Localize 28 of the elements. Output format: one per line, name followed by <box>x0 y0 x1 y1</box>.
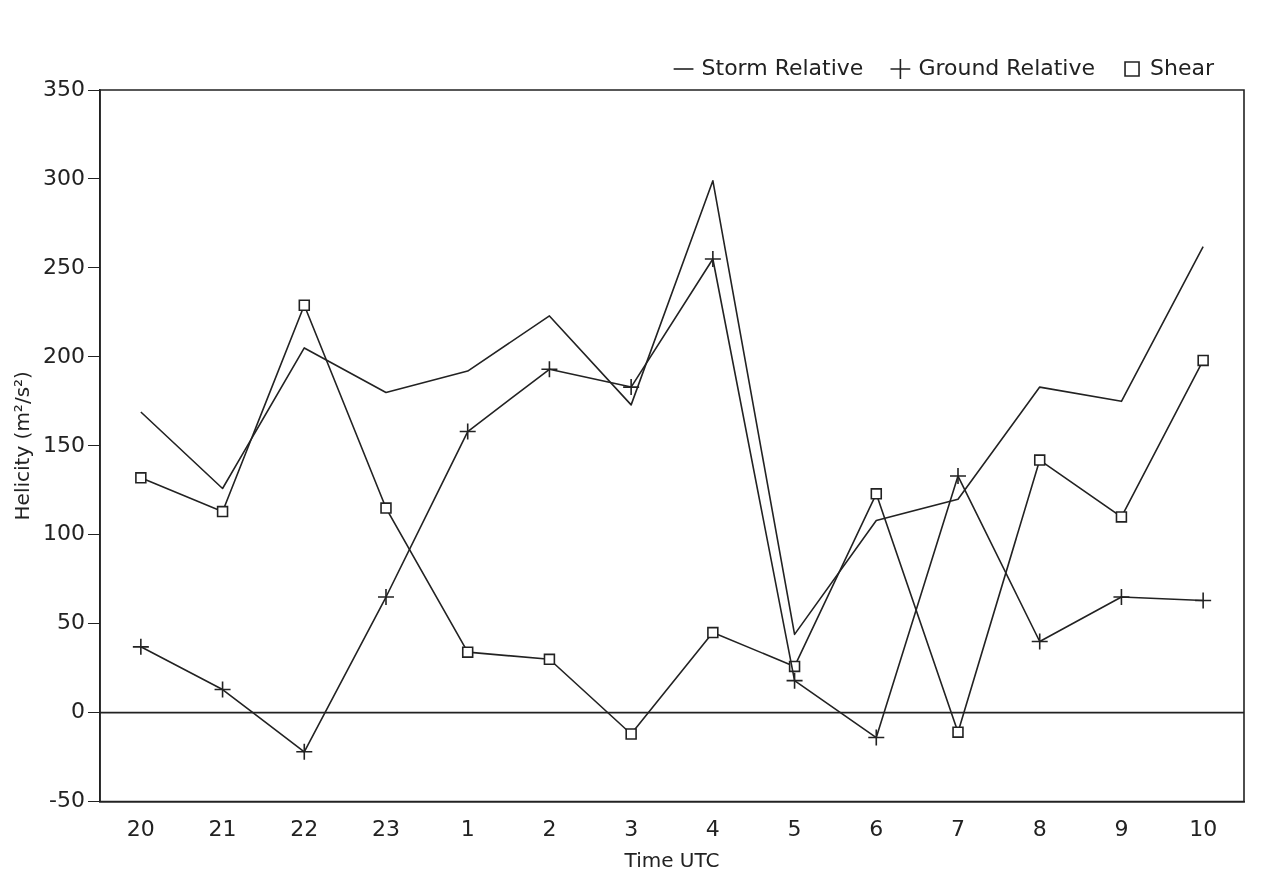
x-tick-label: 5 <box>787 815 802 841</box>
legend-label: Storm Relative <box>701 54 864 80</box>
y-tick-label: 300 <box>42 164 85 190</box>
x-tick-label: 7 <box>951 815 965 841</box>
y-tick-label: 0 <box>70 698 85 724</box>
x-tick-label: 8 <box>1032 815 1047 841</box>
legend-label: Ground Relative <box>918 54 1096 80</box>
x-tick-label: 22 <box>290 815 319 841</box>
x-tick-label: 20 <box>126 815 155 841</box>
y-axis-title: Helicity (m²/s²) <box>10 371 35 521</box>
y-tick-label: 100 <box>42 520 85 546</box>
x-tick-label: 3 <box>624 815 639 841</box>
y-tick-label: 200 <box>42 342 85 368</box>
y-tick-label: 150 <box>42 431 85 457</box>
x-tick-label: 4 <box>705 815 720 841</box>
x-tick-label: 2 <box>542 815 557 841</box>
y-tick-label: 350 <box>42 75 85 101</box>
x-tick-label: 10 <box>1189 815 1218 841</box>
x-tick-label: 1 <box>460 815 475 841</box>
x-tick-label: 21 <box>208 815 237 841</box>
y-tick-label: 250 <box>42 253 85 279</box>
x-tick-label: 9 <box>1114 815 1129 841</box>
y-tick-label: -50 <box>49 787 85 813</box>
y-tick-label: 50 <box>56 609 85 635</box>
x-tick-label: 23 <box>371 815 400 841</box>
x-axis-title: Time UTC <box>623 848 720 873</box>
x-tick-label: 6 <box>869 815 884 841</box>
legend-label: Shear <box>1150 54 1215 80</box>
